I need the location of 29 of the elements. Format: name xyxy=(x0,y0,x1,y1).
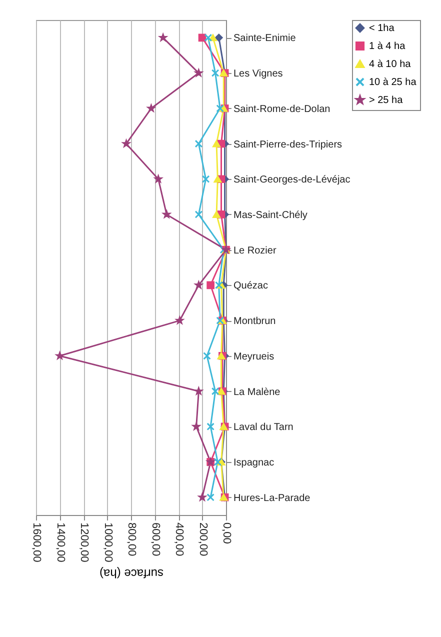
x-tick-label: 400,00 xyxy=(173,522,185,556)
x-tick-label: 1400,00 xyxy=(54,522,66,562)
x-tick-label: 200,00 xyxy=(196,522,209,556)
y-tick-label: La Malène xyxy=(234,386,281,398)
y-tick-label: Laval du Tarn xyxy=(234,422,294,434)
x-tick-label: 1000,00 xyxy=(102,522,114,562)
y-tick-label: Hures-La-Parade xyxy=(234,492,311,504)
x-axis-title: surface (ha) xyxy=(99,566,164,580)
x-tick-label: 1200,00 xyxy=(78,522,90,562)
legend-label: > 25 ha xyxy=(369,95,404,106)
y-tick-label: Meyrueis xyxy=(234,351,274,362)
legend-label: < 1ha xyxy=(369,23,395,34)
legend-label: 1 à 4 ha xyxy=(369,41,406,52)
x-tick-label: 600,00 xyxy=(149,522,162,556)
y-tick-label: Ispagnac xyxy=(234,457,274,468)
legend-label: 10 à 25 ha xyxy=(369,77,417,88)
y-tick-label: Saint-Pierre-des-Tripiers xyxy=(234,139,342,150)
y-tick-label: Mas-Saint-Chély xyxy=(234,210,308,221)
y-tick-label: Les Vignes xyxy=(234,68,283,80)
y-tick-label: Sainte-Enimie xyxy=(234,33,296,44)
x-tick-label: 1600,00 xyxy=(30,522,42,562)
y-tick-label: Le Rozier xyxy=(234,245,277,256)
x-tick-label: 0,00 xyxy=(220,522,232,544)
y-tick-label: Montbrun xyxy=(234,316,276,328)
y-tick-label: Saint-Rome-de-Dolan xyxy=(234,104,330,115)
y-tick-label: Saint-Georges-de-Lévéjac xyxy=(234,174,350,186)
legend-label: 4 à 10 ha xyxy=(369,59,412,70)
x-tick-label: 800,00 xyxy=(126,522,138,556)
y-tick-label: Quézac xyxy=(234,280,268,292)
